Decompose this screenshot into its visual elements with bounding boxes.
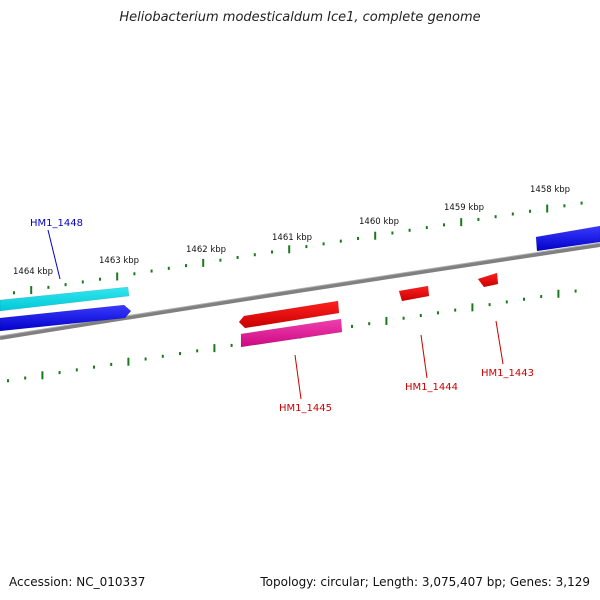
scale-label: 1459 kbp [444,203,484,213]
gene-features [0,225,600,348]
gene-label-leader [420,334,428,379]
scale-label: 1463 kbp [99,256,139,266]
scale-label: 1464 kbp [13,267,53,277]
scale-labels: 1464 kbp 1463 kbp 1462 kbp 1461 kbp 1460 kbp… [13,185,570,277]
gene-label[interactable]: HM1_1443 [481,368,534,379]
gene-forward-2[interactable] [535,225,600,252]
scale-label: 1462 kbp [186,245,226,255]
scale-label: 1461 kbp [272,233,312,243]
gene-label[interactable]: HM1_1448 [30,218,83,229]
gene-hm1-1445[interactable] [240,318,343,348]
scale-label: 1458 kbp [530,185,570,195]
gene-hm1-1444[interactable] [398,285,430,302]
gene-label-leader [495,320,504,365]
accession-label: Accession: NC_010337 [9,575,146,589]
scale-ticks [7,201,583,383]
gene-labels: HM1_1448 HM1_1445 HM1_1444 HM1_1443 [30,218,534,414]
gene-label-leader [47,229,61,280]
genome-backbone [0,243,600,340]
scale-label: 1460 kbp [359,217,399,227]
gene-label-leader [294,354,302,400]
genome-summary: Topology: circular; Length: 3,075,407 bp… [260,575,590,589]
gene-forward-1[interactable] [0,304,132,332]
gene-hm1-1446[interactable] [238,300,340,329]
map-title: Heliobacterium modesticaldum Ice1, compl… [119,10,481,25]
gene-hm1-1448[interactable] [0,286,130,312]
gene-label[interactable]: HM1_1444 [405,382,458,393]
gene-label[interactable]: HM1_1445 [279,403,332,414]
gene-hm1-1443[interactable] [477,272,499,288]
